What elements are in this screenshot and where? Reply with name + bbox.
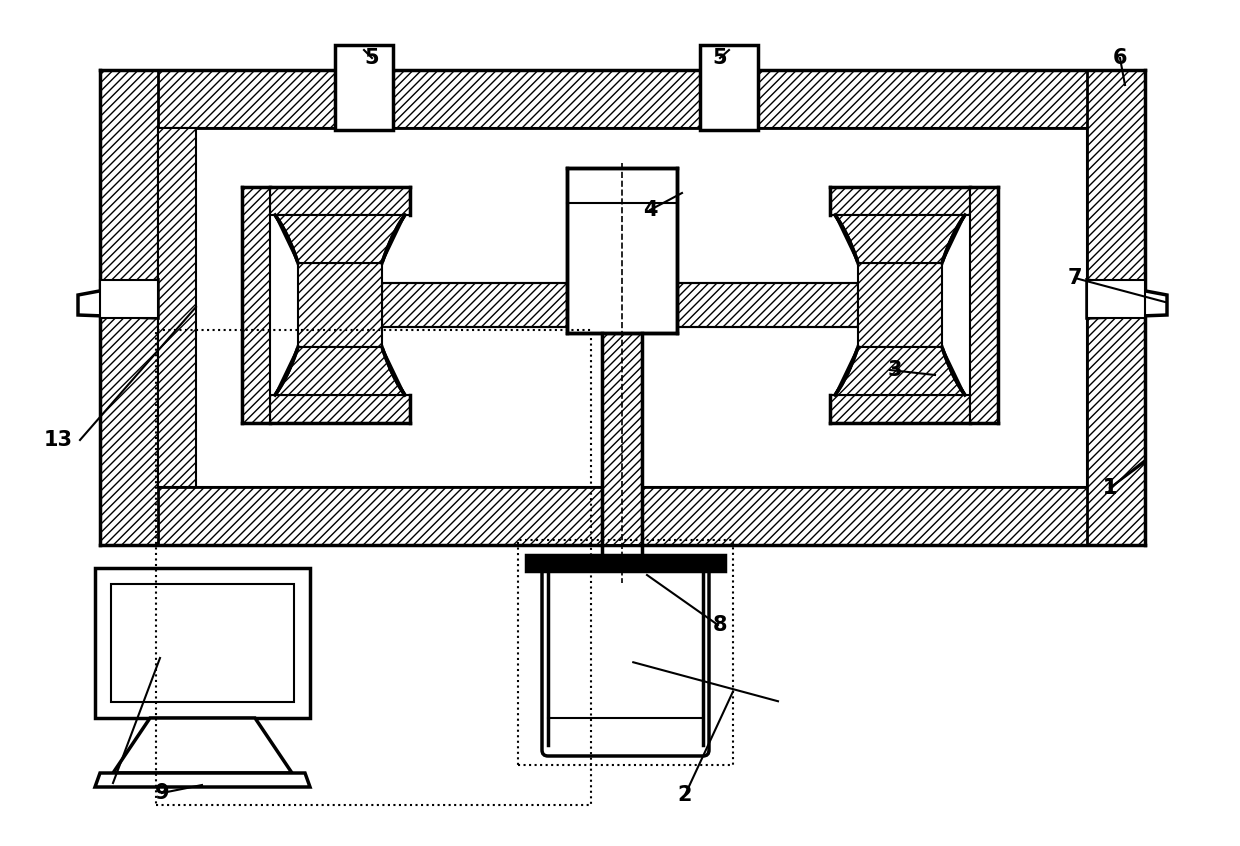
Polygon shape — [1087, 280, 1145, 318]
Polygon shape — [858, 263, 942, 347]
Polygon shape — [113, 718, 291, 773]
Bar — [1087, 70, 1145, 545]
Text: 13: 13 — [43, 430, 72, 450]
Polygon shape — [298, 263, 382, 347]
Text: 5: 5 — [365, 48, 379, 68]
Polygon shape — [830, 395, 970, 423]
Polygon shape — [275, 347, 405, 395]
Polygon shape — [95, 773, 310, 787]
Polygon shape — [970, 187, 998, 423]
Polygon shape — [526, 555, 725, 571]
Text: 1: 1 — [1102, 478, 1117, 498]
Polygon shape — [830, 187, 970, 215]
Polygon shape — [275, 215, 405, 263]
Polygon shape — [601, 333, 642, 545]
Polygon shape — [382, 283, 567, 327]
Polygon shape — [270, 395, 410, 423]
Text: 5: 5 — [713, 48, 728, 68]
Text: 9: 9 — [155, 783, 170, 803]
Polygon shape — [100, 280, 157, 318]
Polygon shape — [835, 347, 965, 395]
Text: 3: 3 — [888, 360, 903, 380]
Bar — [157, 128, 1087, 487]
Text: 1: 1 — [1102, 478, 1117, 498]
Bar — [157, 128, 196, 487]
Bar — [100, 487, 1145, 545]
Polygon shape — [78, 280, 157, 318]
Polygon shape — [270, 187, 410, 215]
Bar — [100, 70, 157, 545]
Polygon shape — [677, 283, 858, 327]
Bar — [518, 540, 733, 765]
Polygon shape — [242, 187, 270, 423]
Polygon shape — [1087, 280, 1167, 318]
Polygon shape — [95, 568, 310, 718]
Bar — [335, 45, 393, 130]
Text: 6: 6 — [1112, 48, 1127, 68]
Polygon shape — [112, 584, 294, 702]
Text: 4: 4 — [642, 200, 657, 220]
Text: 7: 7 — [1068, 268, 1083, 288]
Polygon shape — [835, 215, 965, 263]
Bar — [701, 45, 758, 130]
FancyBboxPatch shape — [542, 565, 709, 756]
Text: 8: 8 — [713, 615, 727, 635]
Bar — [156, 330, 591, 805]
Bar — [100, 70, 1145, 128]
Polygon shape — [567, 168, 677, 333]
Text: 2: 2 — [678, 785, 692, 805]
